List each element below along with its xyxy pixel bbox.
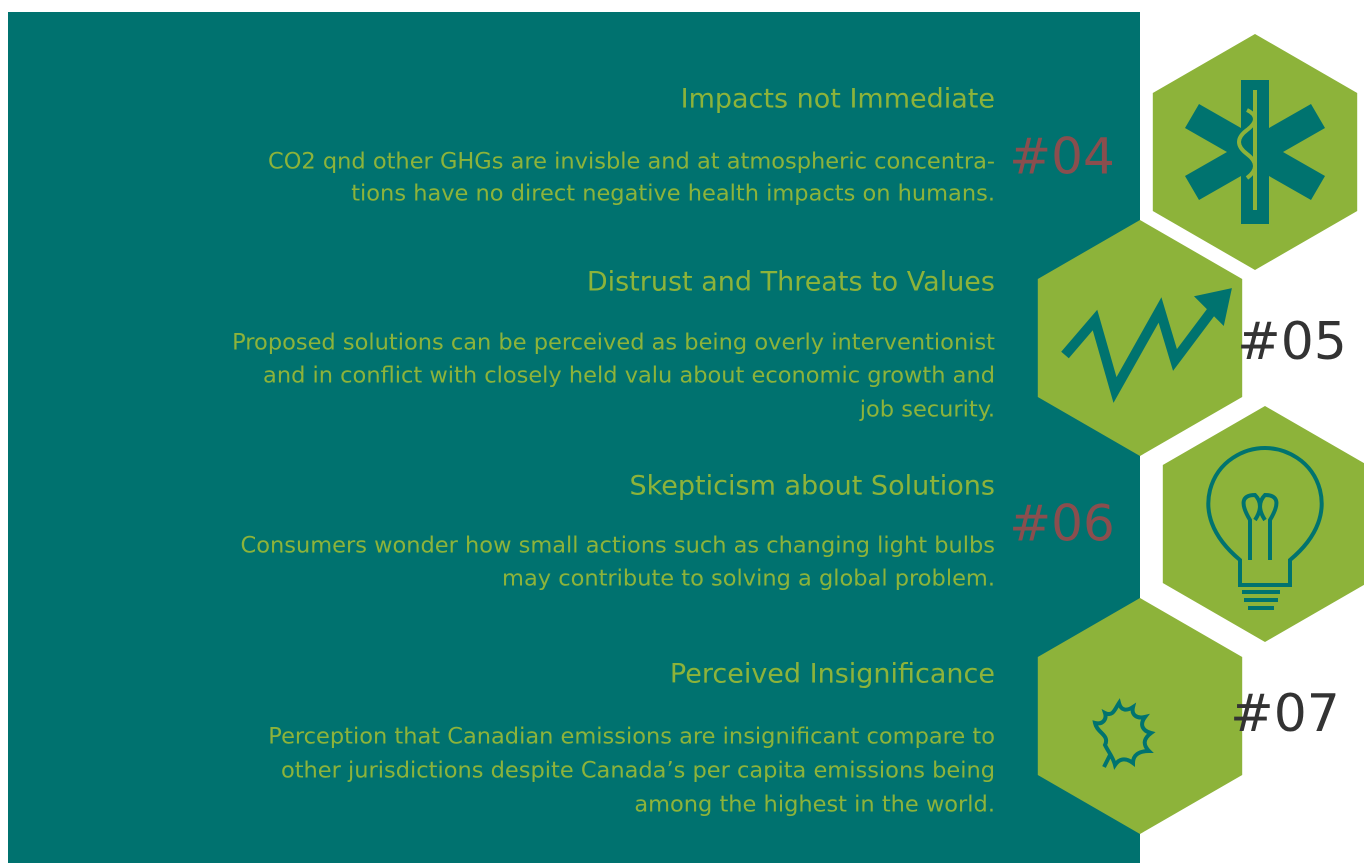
- icons: [1061, 80, 1325, 770]
- item-body: other jurisdictions despite Canada’s per…: [281, 758, 995, 784]
- item-body: Proposed solutions can be perceived as b…: [232, 330, 995, 356]
- item-title: Perceived Insignificance: [670, 659, 995, 690]
- item-number: #06: [1009, 495, 1115, 553]
- item-body: Consumers wonder how small actions such …: [240, 533, 995, 559]
- item-body: CO2 qnd other GHGs are invisble and at a…: [268, 149, 995, 175]
- item-body: among the highest in the world.: [634, 792, 995, 818]
- panel: [8, 12, 1140, 863]
- texts: Impacts not Immediate CO2 qnd other GHGs …: [232, 84, 1347, 818]
- item-title: Skepticism about Solutions: [630, 471, 996, 502]
- leaf-icon: [1092, 698, 1156, 770]
- item-title: Distrust and Threats to Values: [587, 267, 995, 298]
- item-title: Impacts not Immediate: [681, 84, 995, 115]
- item-body: job security.: [859, 397, 995, 423]
- item-body: tions have no direct negative health imp…: [351, 181, 995, 207]
- growth-icon: [1061, 288, 1232, 403]
- item-number: #05: [1237, 312, 1347, 372]
- item-number: #07: [1230, 684, 1340, 744]
- item-body: and in conflict with closely held valu a…: [263, 363, 995, 389]
- item-body: Perception that Canadian emissions are i…: [268, 724, 995, 750]
- medical-icon: [1185, 80, 1325, 224]
- item-number: #04: [1009, 128, 1115, 186]
- bulb-icon: [1206, 445, 1324, 610]
- hexagon: [1162, 406, 1364, 642]
- item-body: may contribute to solving a global probl…: [502, 566, 995, 592]
